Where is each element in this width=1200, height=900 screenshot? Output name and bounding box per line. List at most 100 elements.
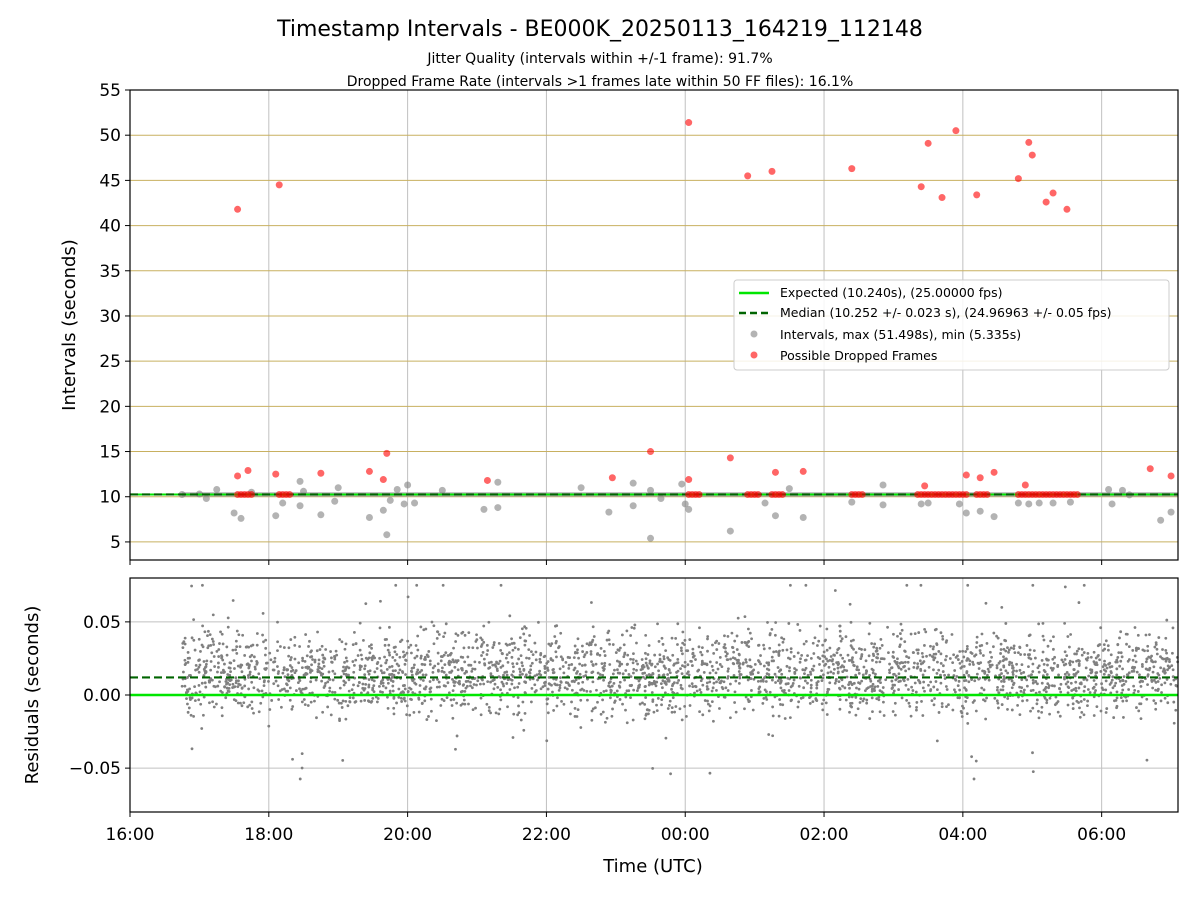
residual-point — [969, 651, 973, 654]
residual-point — [720, 686, 724, 689]
residual-point — [388, 625, 391, 629]
residual-point — [1119, 696, 1123, 700]
residual-point — [1030, 673, 1033, 677]
residual-point — [728, 682, 732, 686]
residual-point — [771, 734, 775, 738]
residual-point — [519, 654, 523, 658]
residual-point — [945, 654, 948, 658]
residual-point — [633, 623, 637, 627]
residual-point — [1172, 700, 1176, 704]
residual-point — [518, 636, 522, 640]
residual-point — [829, 655, 833, 658]
residual-point — [796, 623, 800, 626]
residual-point — [247, 687, 251, 691]
interval-point — [629, 479, 637, 487]
residual-point — [280, 705, 283, 709]
residual-point — [429, 697, 433, 701]
residual-point — [964, 688, 968, 692]
residual-point — [527, 670, 531, 674]
residual-point — [518, 670, 522, 674]
residual-point — [901, 661, 905, 665]
residual-point — [613, 668, 616, 672]
residual-point — [951, 661, 955, 665]
residual-point — [636, 662, 639, 666]
residual-point — [272, 668, 276, 672]
residual-point — [847, 695, 851, 699]
residual-point — [1082, 678, 1086, 681]
residual-point — [1104, 639, 1108, 643]
residual-point — [1127, 671, 1131, 675]
residual-point — [922, 680, 926, 684]
residual-point — [896, 665, 900, 668]
residual-point — [209, 668, 213, 672]
residual-point — [567, 683, 571, 687]
residual-point — [958, 650, 962, 653]
residual-point — [932, 668, 935, 672]
residual-point — [1109, 691, 1113, 695]
residual-point — [286, 678, 289, 681]
residual-point — [329, 650, 332, 653]
residual-point — [448, 663, 451, 667]
residual-point — [657, 640, 661, 643]
residual-point — [825, 627, 829, 631]
residual-point — [331, 678, 335, 682]
residual-point — [855, 686, 858, 690]
residual-point — [495, 660, 498, 664]
interval-point — [1157, 516, 1165, 524]
residual-point — [1017, 695, 1020, 699]
residual-point — [1037, 670, 1041, 674]
residual-point — [240, 704, 244, 708]
residual-point — [1094, 689, 1097, 692]
residual-point — [683, 660, 687, 664]
residual-point — [302, 698, 306, 701]
residual-point — [388, 689, 392, 693]
residual-point — [1027, 665, 1030, 669]
residual-point — [508, 643, 512, 646]
dropped-frame-point — [858, 491, 866, 499]
residual-point — [595, 688, 598, 692]
residual-point — [902, 678, 905, 681]
residual-point — [868, 673, 872, 677]
residual-point — [812, 664, 816, 668]
residual-point — [446, 654, 450, 657]
residual-point — [616, 671, 620, 675]
residual-point — [980, 686, 984, 690]
residual-point — [205, 659, 209, 663]
residual-point — [224, 696, 228, 700]
residual-point — [710, 664, 714, 668]
residual-point — [231, 648, 235, 652]
residual-point — [590, 709, 594, 713]
residual-point — [594, 643, 597, 647]
residual-point — [276, 672, 280, 675]
residual-point — [524, 626, 528, 630]
residual-point — [1037, 709, 1040, 713]
residual-point — [508, 688, 512, 691]
residual-point — [183, 642, 187, 646]
residual-point — [290, 707, 294, 711]
residual-point — [516, 647, 520, 651]
residual-point — [847, 683, 851, 687]
residual-point — [1069, 633, 1073, 636]
residual-point — [300, 752, 304, 756]
residual-point — [622, 655, 626, 659]
residual-point — [255, 632, 259, 635]
residual-point — [208, 633, 212, 637]
residual-point — [211, 613, 215, 617]
dropped-frame-point — [647, 448, 655, 456]
residual-point — [950, 633, 954, 636]
residual-point — [680, 718, 684, 722]
residual-point — [183, 663, 187, 667]
residual-point — [849, 620, 853, 624]
residual-point — [596, 652, 600, 655]
residual-point — [1082, 651, 1086, 654]
residual-point — [707, 709, 711, 713]
residual-point — [1052, 635, 1055, 639]
residual-point — [358, 668, 362, 672]
residual-point — [180, 684, 184, 688]
residual-point — [745, 643, 749, 647]
residual-point — [652, 679, 656, 683]
residual-point — [781, 648, 785, 652]
residual-point — [878, 646, 882, 650]
residual-point — [226, 689, 230, 693]
residual-point — [1134, 647, 1138, 650]
